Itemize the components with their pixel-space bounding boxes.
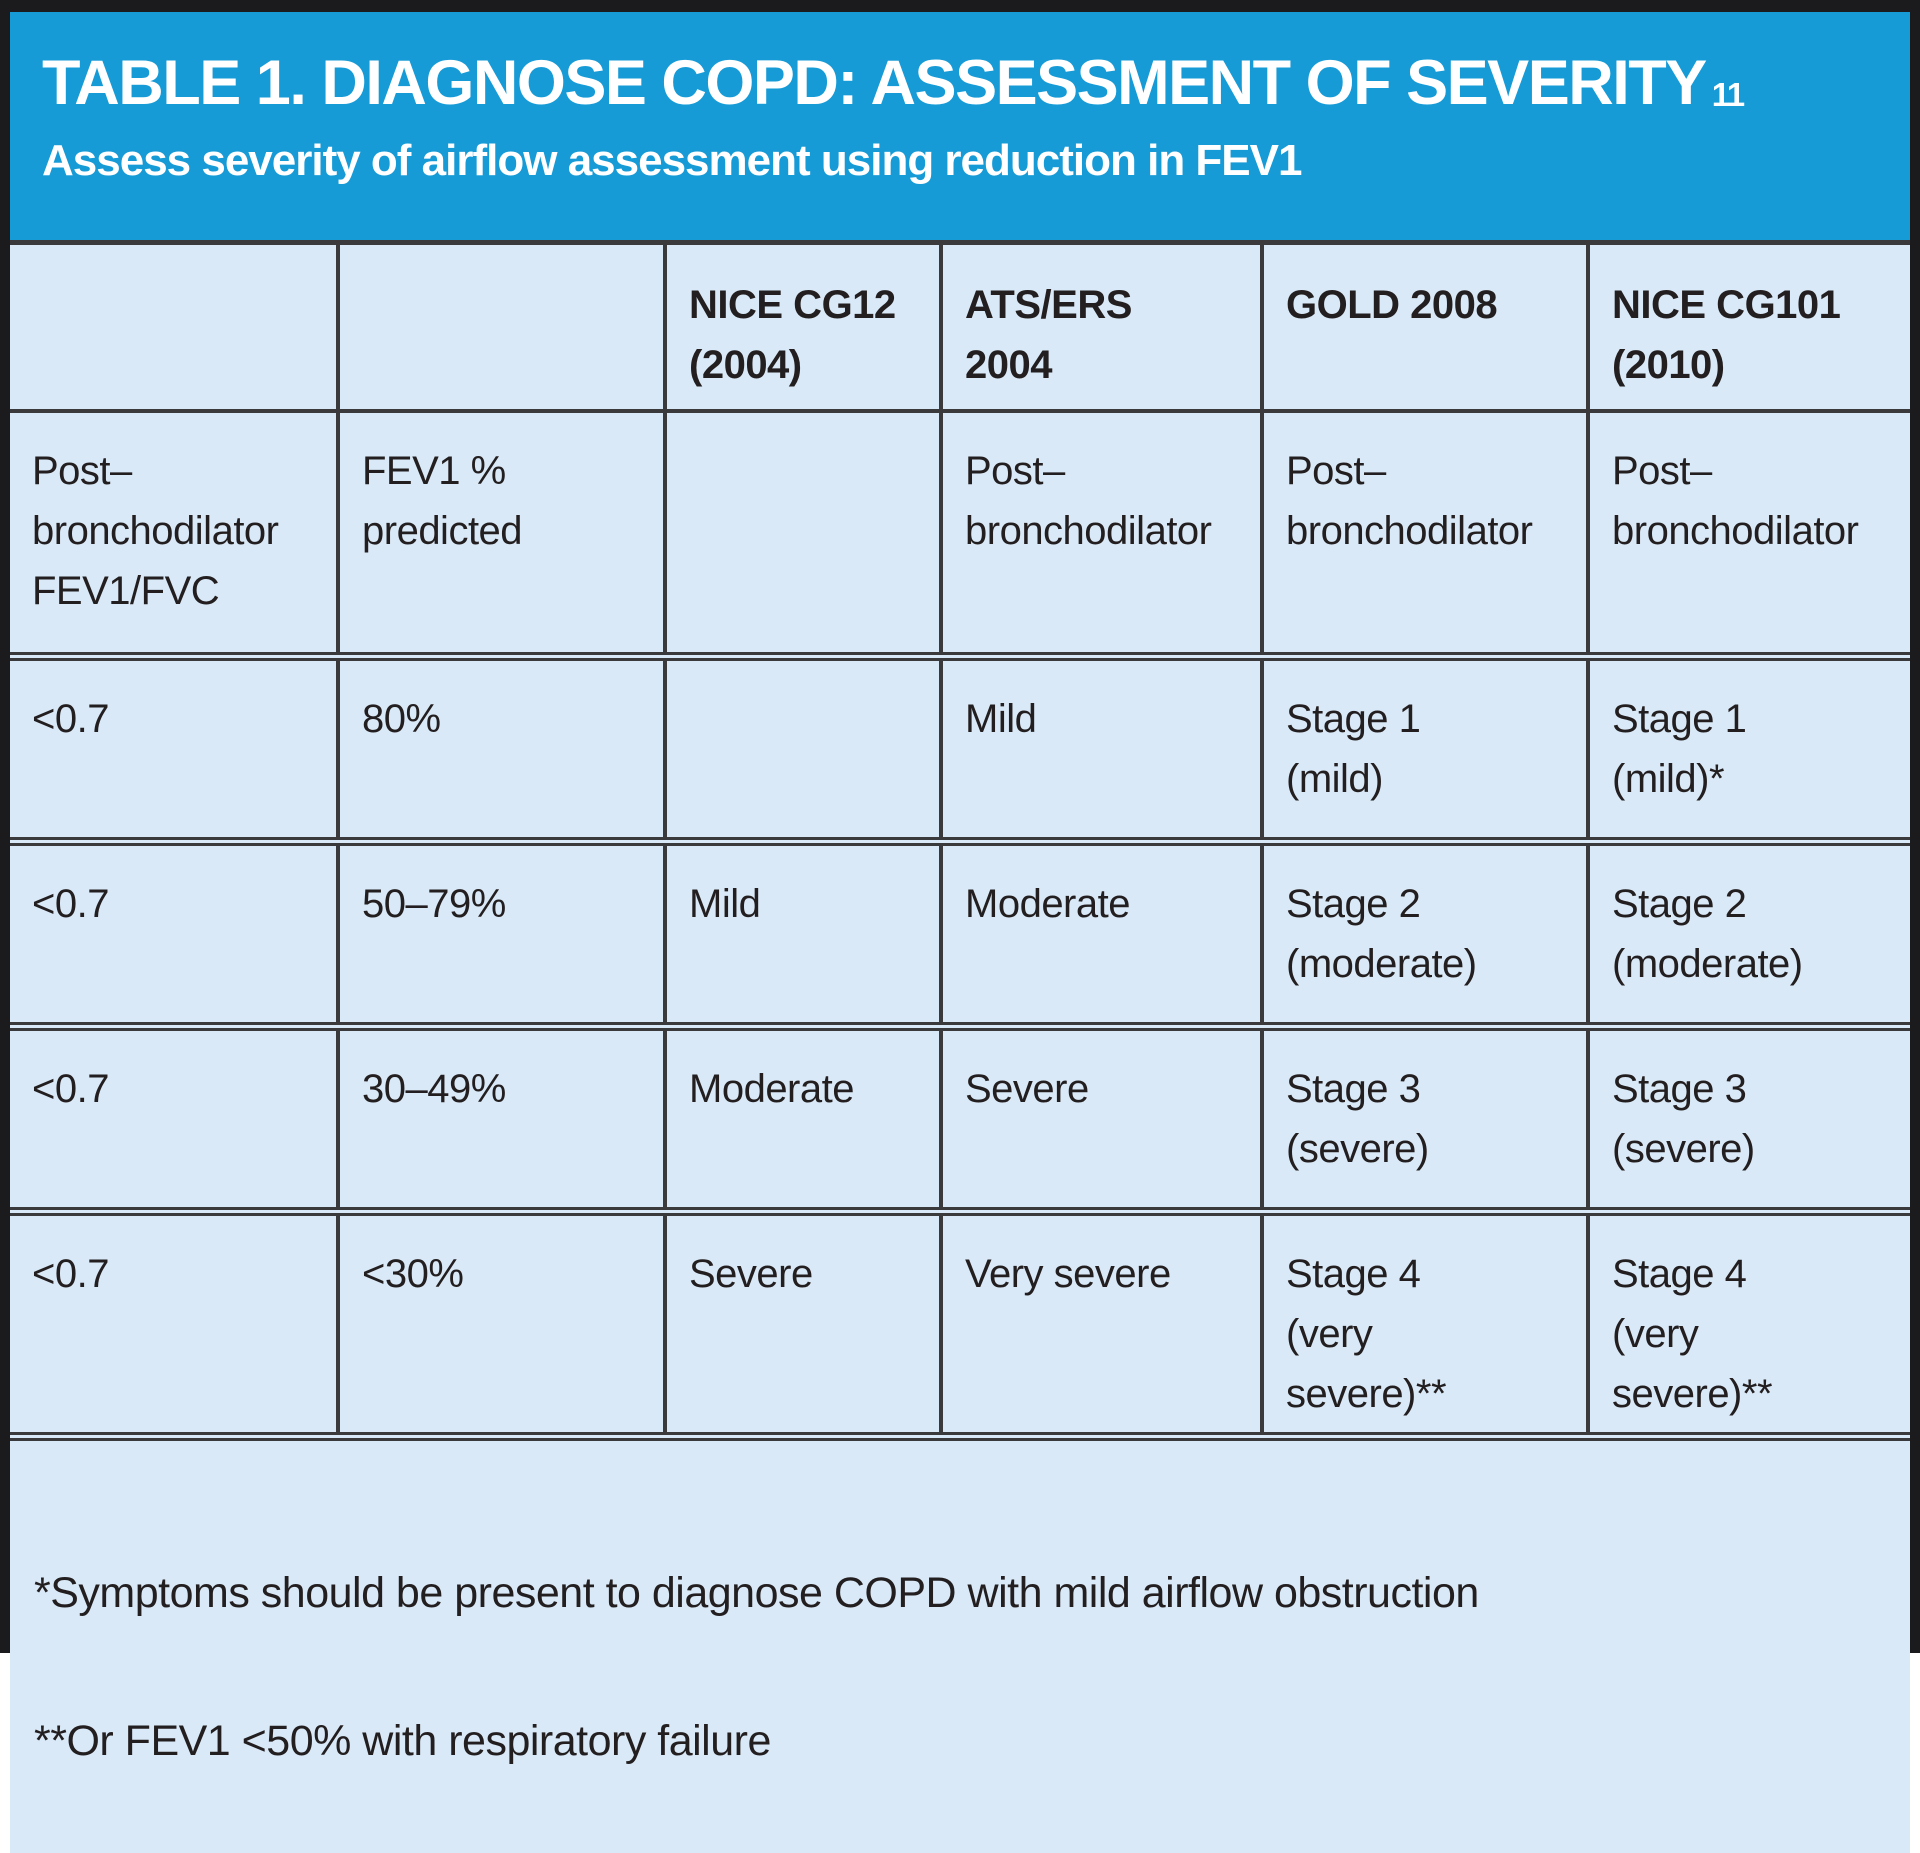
- table-cell: Mild: [663, 837, 941, 1027]
- table-cell: Severe: [939, 1022, 1262, 1212]
- subheader-post-bronchodilator-gold: Post– bronchodilator: [1260, 408, 1588, 657]
- table-cell: Stage 3 (severe): [1586, 1022, 1910, 1212]
- column-header-empty-1: [10, 243, 338, 411]
- table-cell: <0.7: [10, 1022, 338, 1212]
- page-subtitle: Assess severity of airflow assessment us…: [42, 136, 1302, 185]
- subheader-empty: [663, 408, 941, 657]
- table-cell: Stage 1 (mild)*: [1586, 652, 1910, 842]
- table-row-stage1: <0.7 80% Mild Stage 1 (mild) Stage 1 (mi…: [10, 652, 1910, 842]
- measure-header-row: Post– bronchodilator FEV1/FVC FEV1 % pre…: [10, 408, 1910, 657]
- footnote-fev1: **Or FEV1 <50% with respiratory failure: [34, 1716, 771, 1765]
- severity-table: NICE CG12 (2004) ATS/ERS 2004 GOLD 2008 …: [10, 240, 1910, 1853]
- guideline-header-row: NICE CG12 (2004) ATS/ERS 2004 GOLD 2008 …: [10, 242, 1910, 411]
- footnote-symptoms: *Symptoms should be present to diagnose …: [34, 1568, 1479, 1617]
- footnote-row: *Symptoms should be present to diagnose …: [10, 1431, 1910, 1853]
- table-cell: Stage 4 (very severe)**: [1260, 1207, 1588, 1437]
- subheader-fev1-fvc: Post– bronchodilator FEV1/FVC: [10, 408, 338, 657]
- column-header-ats-ers: ATS/ERS 2004: [939, 242, 1262, 411]
- column-header-empty-2: [336, 242, 665, 411]
- table-row-stage2: <0.7 50–79% Mild Moderate Stage 2 (moder…: [10, 837, 1910, 1027]
- table-cell: Stage 3 (severe): [1260, 1022, 1588, 1212]
- page-title: TABLE 1. DIAGNOSE COPD: ASSESSMENT OF SE…: [42, 52, 1880, 115]
- table-cell: <0.7: [10, 837, 338, 1027]
- table-cell: Stage 1 (mild): [1260, 652, 1588, 842]
- table-cell: <30%: [336, 1207, 665, 1437]
- subheader-post-bronchodilator-nice: Post– bronchodilator: [1586, 408, 1910, 657]
- table-cell: [663, 652, 941, 842]
- table-cell: Stage 2 (moderate): [1586, 837, 1910, 1027]
- table-cell: Severe: [663, 1207, 941, 1437]
- column-header-nice-cg12: NICE CG12 (2004): [663, 242, 941, 411]
- table-cell: Stage 2 (moderate): [1260, 837, 1588, 1027]
- table-cell: 30–49%: [336, 1022, 665, 1212]
- title-reference-number: 11: [1711, 76, 1745, 113]
- column-header-nice-cg101: NICE CG101 (2010): [1586, 242, 1910, 411]
- footnotes-cell: *Symptoms should be present to diagnose …: [10, 1431, 1910, 1853]
- table-cell: <0.7: [10, 1207, 338, 1437]
- table-row-stage4: <0.7 <30% Severe Very severe Stage 4 (ve…: [10, 1207, 1910, 1437]
- table-cell: 80%: [336, 652, 665, 842]
- table-cell: Stage 4 (very severe)**: [1586, 1207, 1910, 1437]
- table-row-stage3: <0.7 30–49% Moderate Severe Stage 3 (sev…: [10, 1022, 1910, 1212]
- title-text: TABLE 1. DIAGNOSE COPD: ASSESSMENT OF SE…: [42, 48, 1707, 118]
- table-cell: Moderate: [663, 1022, 941, 1212]
- table-cell: 50–79%: [336, 837, 665, 1027]
- table-cell: Very severe: [939, 1207, 1262, 1437]
- table-cell: <0.7: [10, 652, 338, 842]
- table-cell: Moderate: [939, 837, 1262, 1027]
- subheader-post-bronchodilator-ats: Post– bronchodilator: [939, 408, 1262, 657]
- subheader-fev1-predicted: FEV1 % predicted: [336, 408, 665, 657]
- column-header-gold-2008: GOLD 2008: [1260, 242, 1588, 411]
- table-cell: Mild: [939, 652, 1262, 842]
- title-band: TABLE 1. DIAGNOSE COPD: ASSESSMENT OF SE…: [10, 12, 1910, 240]
